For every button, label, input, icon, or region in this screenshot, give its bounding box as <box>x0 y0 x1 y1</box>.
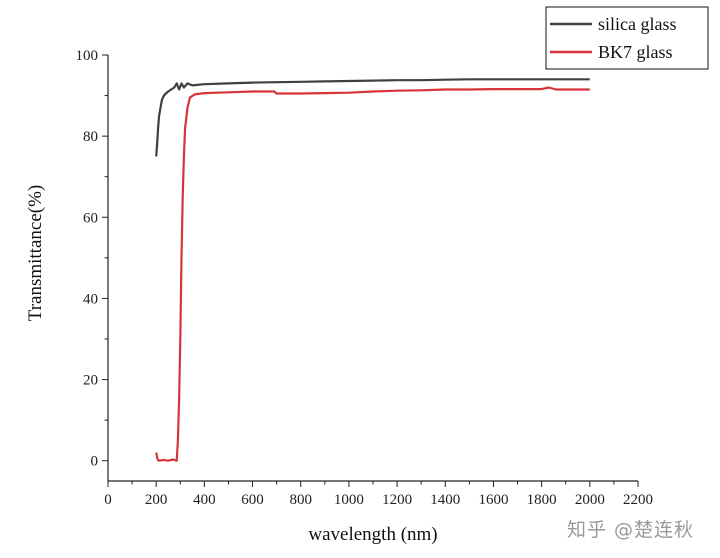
x-tick-label: 200 <box>145 492 168 508</box>
series-line-silica-glass <box>155 78 590 157</box>
y-tick-label: 20 <box>83 373 98 389</box>
x-tick-label: 0 <box>104 492 112 508</box>
y-tick-label: 80 <box>83 129 98 145</box>
legend-box <box>545 6 709 70</box>
x-tick-label: 1200 <box>382 492 412 508</box>
x-tick-label: 400 <box>193 492 216 508</box>
y-tick-label: 60 <box>83 210 98 226</box>
x-tick-label: 1600 <box>478 492 508 508</box>
x-tick-label: 1800 <box>527 492 557 508</box>
axes <box>107 55 638 482</box>
x-axis-ticks: 0 200 400 600 800 1000 1200 1400 1600 1800 2000 220… <box>104 481 653 508</box>
series-line-bk7-glass <box>155 86 590 462</box>
x-tick-label: 1400 <box>430 492 460 508</box>
x-axis-label: wavelength (nm) <box>308 524 437 545</box>
legend: silica glass BK7 glass <box>545 6 709 70</box>
y-axis-ticks: 0 20 40 60 80 100 <box>76 48 108 470</box>
series-layer <box>155 78 590 462</box>
y-tick-label: 0 <box>91 454 99 470</box>
x-tick-label: 2200 <box>623 492 653 508</box>
y-tick-label: 40 <box>83 291 98 307</box>
legend-entry-label: silica glass <box>598 14 677 34</box>
watermark: 知乎 @楚连秋 <box>567 519 695 541</box>
x-tick-label: 2000 <box>575 492 605 508</box>
legend-entry-label: BK7 glass <box>598 42 673 62</box>
y-axis-label: Transmittance(%) <box>25 185 46 322</box>
y-tick-label: 100 <box>76 48 99 64</box>
x-tick-label: 600 <box>241 492 264 508</box>
x-tick-label: 800 <box>289 492 312 508</box>
x-tick-label: 1000 <box>334 492 364 508</box>
